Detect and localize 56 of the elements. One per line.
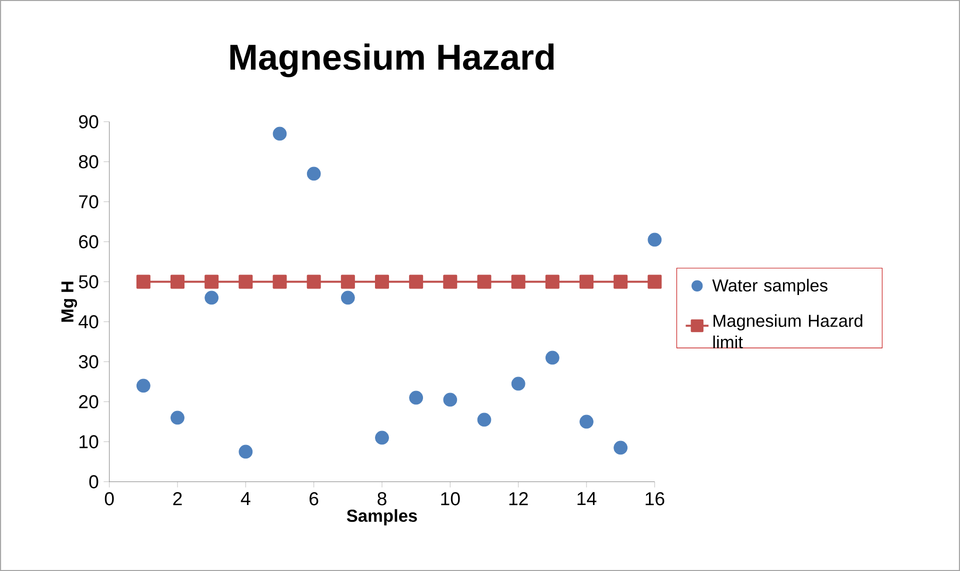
point: [340, 274, 355, 289]
point: [204, 290, 219, 305]
x-tick-label: 16: [646, 492, 664, 506]
y-axis-title: Mg H: [61, 282, 78, 322]
point: [443, 274, 458, 289]
point: [477, 412, 492, 427]
point: [136, 274, 150, 289]
y-tick-label: 0: [89, 475, 98, 488]
point: [204, 274, 219, 289]
point: [306, 166, 321, 181]
y-tick-label: 90: [79, 115, 98, 128]
point: [511, 376, 526, 391]
legend-label: Water samples: [712, 278, 828, 295]
y-tick-label: 30: [78, 355, 98, 368]
y-tick-label: 10: [80, 435, 98, 448]
y-tick-label: 70: [79, 195, 98, 208]
y-tick-label: 50: [78, 275, 98, 288]
x-tick-label: 14: [578, 492, 596, 505]
y-tick-label: 60: [79, 235, 98, 248]
point: [648, 232, 662, 247]
x-tick-label: 2: [173, 492, 182, 506]
point: [409, 390, 424, 405]
point: [580, 274, 594, 289]
point: [614, 274, 628, 289]
point: [170, 410, 184, 425]
y-tick-label: 40: [78, 315, 98, 328]
point: [580, 414, 594, 429]
point: [170, 274, 185, 289]
point: [272, 126, 287, 141]
legend-label: Magnesium Hazard limit: [713, 314, 862, 348]
x-tick-label: 8: [378, 492, 386, 506]
x-tick-label: 10: [441, 492, 460, 506]
x-axis-title: Samples: [346, 509, 417, 526]
x-tick-label: 12: [509, 492, 528, 506]
y-tick-label: 80: [78, 155, 98, 168]
point: [340, 290, 355, 305]
point: [409, 274, 424, 289]
point: [511, 274, 526, 289]
x-tick-label: 6: [310, 492, 318, 506]
point: [648, 274, 662, 289]
y-tick-label: 20: [79, 395, 98, 408]
point: [477, 274, 492, 289]
point: [545, 350, 560, 365]
point: [238, 274, 253, 289]
x-tick-label: 4: [240, 492, 250, 505]
point: [375, 274, 389, 289]
point: [272, 274, 287, 289]
point: [443, 392, 458, 407]
point: [545, 274, 560, 289]
point: [238, 444, 253, 459]
point: [306, 274, 321, 289]
point: [614, 440, 628, 455]
x-tick-label: 0: [104, 492, 114, 506]
chart-title: Magnesium Hazard: [230, 43, 554, 78]
point: [375, 430, 389, 445]
point: [136, 378, 150, 393]
